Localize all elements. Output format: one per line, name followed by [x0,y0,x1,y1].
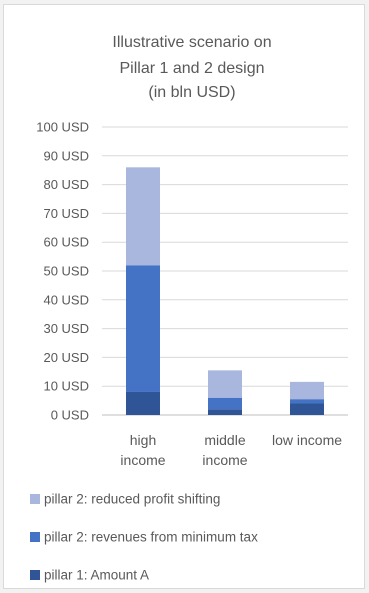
y-tick-label: 50 USD [43,264,89,279]
legend: pillar 2: reduced profit shifting pillar … [30,492,258,583]
legend-swatch [30,494,40,504]
x-category-label: middle [204,432,245,448]
legend-label: pillar 2: revenues from minimum tax [44,530,258,545]
legend-label: pillar 2: reduced profit shifting [44,492,220,507]
y-tick-label: 20 USD [43,350,89,365]
bar-segment [290,399,324,404]
y-tick-label: 70 USD [43,206,89,221]
y-axis-ticks: 0 USD 10 USD 20 USD 30 USD 40 USD 50 USD 60 US… [36,120,89,423]
x-category-label: high [130,432,156,448]
y-tick-label: 40 USD [43,292,89,307]
y-tick-label: 100 USD [36,120,89,135]
bar-segment [208,397,242,410]
bar-segment [126,167,160,266]
chart-title-line: Illustrative scenario on [112,34,271,51]
y-tick-label: 0 USD [51,408,89,423]
y-tick-label: 10 USD [43,379,89,394]
y-tick-label: 90 USD [43,148,89,163]
chart-title-line: (in bln USD) [148,84,235,101]
bar-segment [126,391,160,415]
x-category-label: income [120,452,165,468]
chart: Illustrative scenario on Pillar 1 and 2 d… [30,34,348,583]
bars [126,167,324,415]
y-tick-label: 60 USD [43,235,89,250]
x-axis-categories: high income middle income low income [120,432,342,468]
legend-label: pillar 1: Amount A [44,568,149,583]
chart-card: Illustrative scenario on Pillar 1 and 2 d… [3,4,365,589]
x-category-label: low income [272,432,342,448]
bar-segment [126,265,160,392]
bar-segment [290,403,324,415]
bar-segment [208,370,242,398]
legend-swatch [30,532,40,542]
chart-title-line: Pillar 1 and 2 design [120,60,265,77]
legend-swatch [30,570,40,580]
x-category-label: income [202,452,247,468]
y-tick-label: 80 USD [43,177,89,192]
bar-segment [208,409,242,415]
chart-title: Illustrative scenario on Pillar 1 and 2 d… [112,34,271,101]
y-tick-label: 30 USD [43,321,89,336]
bar-segment [290,381,324,400]
